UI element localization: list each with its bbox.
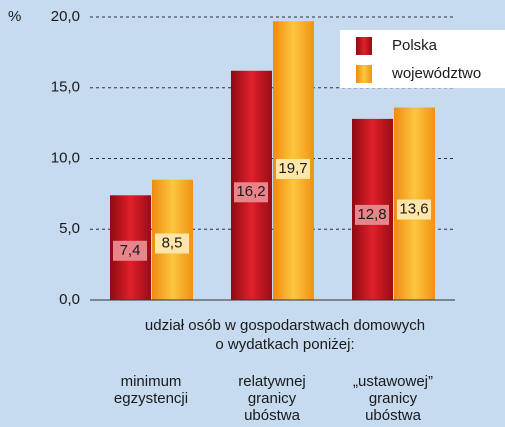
x-tick-label: relatywnej <box>238 373 306 390</box>
y-unit: % <box>8 8 21 25</box>
value-label: 7,4 <box>120 242 141 259</box>
legend-swatch <box>356 37 372 55</box>
y-tick-label: 20,0 <box>51 8 80 25</box>
x-tick-label: granicy <box>248 390 297 407</box>
legend-swatch <box>356 65 372 83</box>
value-label: 13,6 <box>399 201 428 218</box>
value-label: 16,2 <box>236 183 265 200</box>
x-tick-label: minimum <box>121 373 182 390</box>
value-label-bg <box>276 158 310 179</box>
y-tick-label: 10,0 <box>51 149 80 166</box>
x-axis-label: o wydatkach poniżej: <box>215 336 354 353</box>
x-tick-label: ubóstwa <box>244 407 301 424</box>
y-tick-label: 15,0 <box>51 79 80 96</box>
x-tick-label: granicy <box>369 390 418 407</box>
value-label-bg <box>234 182 268 203</box>
value-label-bg <box>355 204 389 225</box>
x-tick-label: „ustawowej” <box>353 373 433 390</box>
value-label-bg <box>113 240 147 261</box>
y-tick-label: 5,0 <box>59 220 80 237</box>
value-label: 8,5 <box>162 234 183 251</box>
legend-label: Polska <box>392 37 438 54</box>
x-tick-label: egzystencji <box>114 390 188 407</box>
value-label: 19,7 <box>278 160 307 177</box>
x-axis-label: udział osób w gospodarstwach domowych <box>145 317 425 334</box>
legend-label: województwo <box>391 65 481 82</box>
y-tick-label: 0,0 <box>59 291 80 308</box>
value-label-bg <box>155 233 189 254</box>
value-label: 12,8 <box>357 206 386 223</box>
value-label-bg <box>397 199 431 220</box>
x-tick-label: ubóstwa <box>365 407 422 424</box>
